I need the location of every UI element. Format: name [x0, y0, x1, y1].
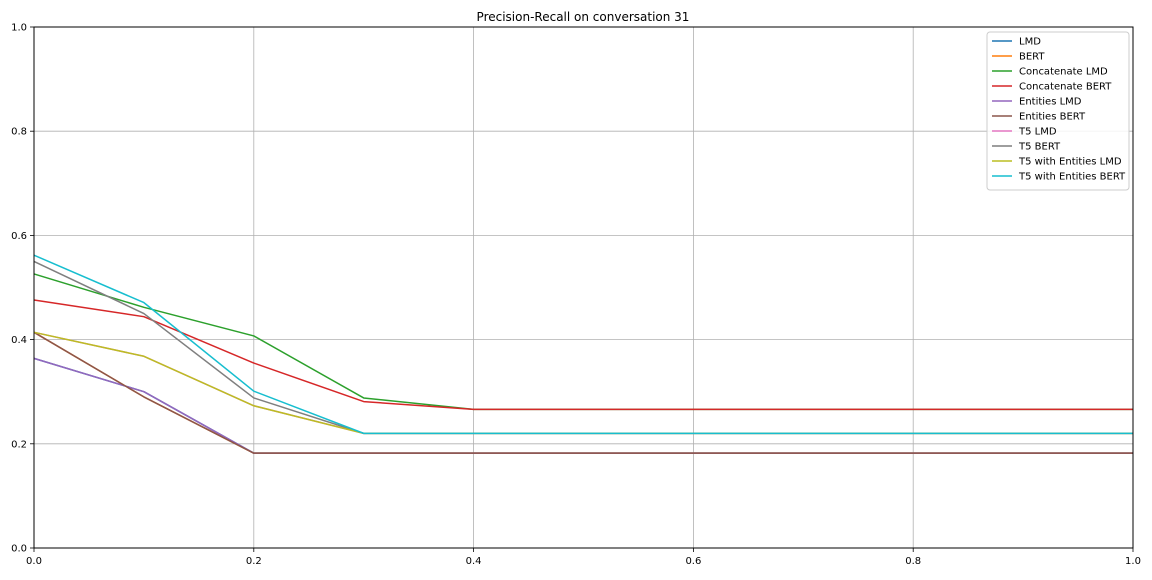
- x-tick-label: 0.6: [685, 556, 701, 567]
- legend-label: Concatenate LMD: [1019, 67, 1108, 78]
- legend-label: Entities LMD: [1019, 97, 1082, 108]
- series-line-concatenate-lmd: [33, 273, 1133, 411]
- y-tick-label: 0.0: [11, 544, 27, 555]
- legend-label: T5 with Entities LMD: [1018, 157, 1122, 168]
- y-tick-label: 0.2: [11, 439, 27, 450]
- y-tick-label: 0.4: [11, 335, 27, 346]
- legend-label: BERT: [1019, 52, 1045, 63]
- legend-label: T5 LMD: [1018, 127, 1057, 138]
- y-tick-label: 0.6: [11, 231, 27, 242]
- series-line-t5-with-entities-bert: [33, 254, 1133, 435]
- x-tick-label: 0.4: [466, 556, 482, 567]
- plot-frame: [33, 26, 1134, 549]
- legend-box: [986, 31, 1130, 191]
- series-lines: [33, 254, 1133, 454]
- series-line-concatenate-bert: [33, 299, 1133, 411]
- legend-label: LMD: [1019, 37, 1041, 48]
- legend-label: Concatenate BERT: [1019, 82, 1112, 93]
- legend-label: Entities BERT: [1019, 112, 1086, 123]
- grid: [33, 26, 1134, 549]
- y-tick-label: 0.8: [11, 127, 27, 138]
- legend-label: T5 BERT: [1018, 142, 1061, 153]
- legend-label: T5 with Entities BERT: [1018, 172, 1126, 183]
- series-line-entities-bert: [33, 331, 1133, 454]
- x-tick-label: 0.2: [246, 556, 262, 567]
- series-line-entities-lmd: [33, 357, 1133, 454]
- axis-ticks: 0.0 0.2 0.4 0.6 0.8 1.0 0.0 0.2 0.4 0.6 0.8 1.0: [11, 23, 1141, 568]
- chart-title: Precision-Recall on conversation 31: [477, 10, 690, 24]
- x-tick-label: 0.8: [905, 556, 921, 567]
- x-tick-label: 1.0: [1125, 556, 1141, 567]
- series-line-bert: [33, 331, 1133, 454]
- series-line-lmd: [33, 357, 1133, 454]
- x-tick-label: 0.0: [26, 556, 42, 567]
- y-tick-label: 1.0: [11, 23, 27, 34]
- legend: LMD BERT Concatenate LMD Concatenate BERT En…: [986, 31, 1130, 191]
